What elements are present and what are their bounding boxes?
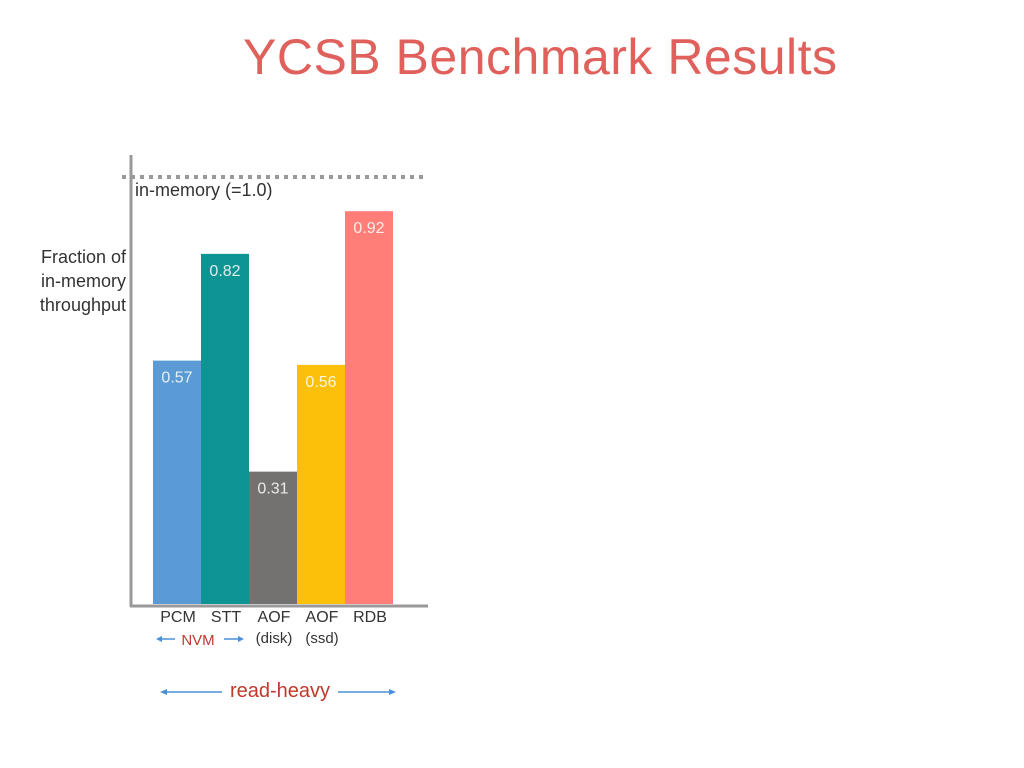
bar-2 <box>249 471 297 604</box>
category-sublabel-2: (disk) <box>255 630 293 647</box>
category-label-4: RDB <box>353 609 387 626</box>
page-title: YCSB Benchmark Results <box>243 29 838 85</box>
category-label-1: STT <box>210 609 242 626</box>
arrows-layer <box>156 636 396 695</box>
reference-line-label: in-memory (=1.0) <box>135 180 273 200</box>
bar-value-label-3: 0.56 <box>305 374 336 391</box>
bar-1 <box>201 253 249 605</box>
bar-4 <box>345 211 393 604</box>
nvm-left-arrowhead <box>156 636 162 642</box>
bar-value-label-4: 0.92 <box>353 220 384 237</box>
bar-value-label-1: 0.82 <box>209 263 240 280</box>
category-label-3: AOF <box>305 609 339 626</box>
nvm-right-arrowhead <box>238 636 244 642</box>
bar-3 <box>297 364 345 604</box>
category-label-0: PCM <box>160 609 196 626</box>
read-heavy-group-label: read-heavy <box>227 680 333 703</box>
bars-layer: 0.57 0.82 0.31 0.56 0.92 <box>153 211 393 605</box>
bar-value-label-2: 0.31 <box>257 481 288 498</box>
y-axis-label-line-3: throughput <box>39 295 126 315</box>
read-heavy-left-arrowhead <box>160 689 167 695</box>
bar-0 <box>153 360 201 604</box>
bar-value-label-0: 0.57 <box>161 370 192 387</box>
y-axis-label: Fraction of in-memory throughput <box>6 245 126 317</box>
nvm-group-label: NVM <box>181 632 215 649</box>
read-heavy-right-arrowhead <box>389 689 396 695</box>
category-label-2: AOF <box>257 609 291 626</box>
y-axis-label-line-1: Fraction of <box>40 247 126 267</box>
category-sublabel-3: (ssd) <box>305 630 339 647</box>
y-axis-label-line-2: in-memory <box>40 271 126 291</box>
